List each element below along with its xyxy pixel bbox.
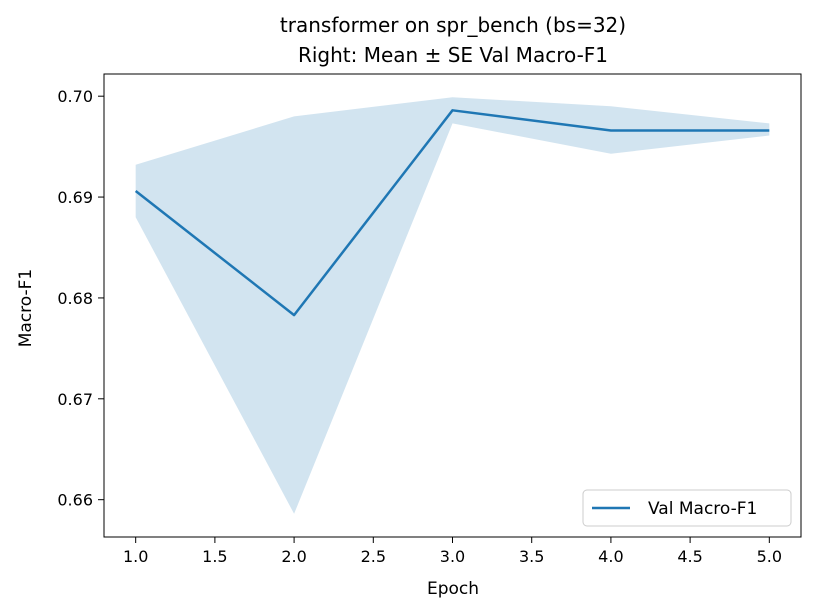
chart-title-line-2: Right: Mean ± SE Val Macro-F1 [298, 43, 608, 67]
legend-label: Val Macro-F1 [648, 499, 757, 519]
x-tick-label: 4.0 [598, 547, 623, 566]
y-tick-label: 0.70 [57, 87, 93, 106]
se-band [135, 97, 770, 514]
x-tick-label: 3.5 [519, 547, 544, 566]
x-axis-label: Epoch [427, 579, 479, 599]
x-axis-ticks: 1.0 1.5 2.0 2.5 3.0 3.5 4.0 4.5 5.0 [123, 537, 782, 566]
x-tick-label: 3.0 [440, 547, 465, 566]
y-tick-label: 0.67 [57, 390, 93, 409]
y-axis-ticks: 0.66 0.67 0.68 0.69 0.70 [57, 87, 104, 510]
x-tick-label: 5.0 [757, 547, 782, 566]
x-tick-label: 2.5 [361, 547, 386, 566]
y-tick-label: 0.68 [57, 289, 93, 308]
legend-box [582, 489, 792, 527]
y-tick-label: 0.66 [57, 491, 93, 510]
x-tick-label: 2.0 [281, 547, 306, 566]
legend: Val Macro-F1 [582, 489, 792, 527]
x-tick-label: 1.5 [202, 547, 227, 566]
chart-title-line-1: transformer on spr_bench (bs=32) [280, 13, 626, 37]
y-tick-label: 0.69 [57, 188, 93, 207]
series-line-val-macro-f1 [134, 109, 770, 317]
x-tick-label: 4.5 [677, 547, 702, 566]
x-tick-label: 1.0 [123, 547, 148, 566]
y-axis-label: Macro-F1 [16, 269, 36, 348]
